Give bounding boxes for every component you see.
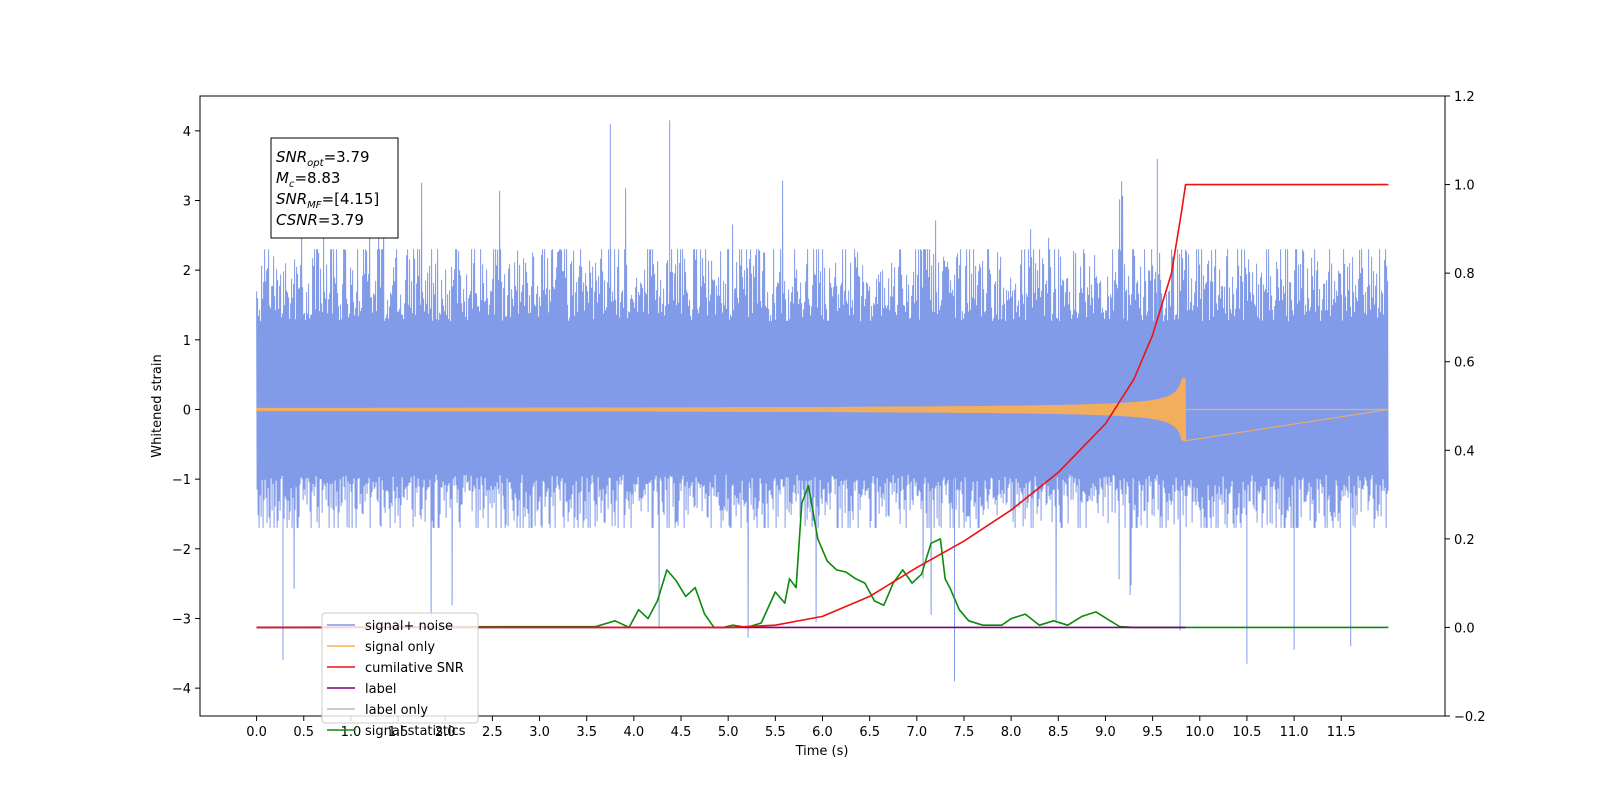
y2-tick-label: 0.8 <box>1454 267 1475 282</box>
y-tick-label: 1 <box>183 334 191 349</box>
x-tick-label: 5.5 <box>765 725 786 740</box>
x-tick-label: 10.5 <box>1232 725 1261 740</box>
stats-line: SNRMF=[4.15] <box>276 190 379 211</box>
x-tick-label: 4.5 <box>671 725 692 740</box>
x-tick-label: 1.0 <box>341 725 362 740</box>
x-tick-label: 3.5 <box>576 725 597 740</box>
y-tick-label: −3 <box>172 612 191 627</box>
x-tick-label: 6.0 <box>812 725 833 740</box>
series-signal-only-line <box>256 378 1389 442</box>
y-tick-label: 3 <box>183 194 191 209</box>
y-tick-label: 2 <box>183 264 191 279</box>
series-signal-statistics-line <box>256 484 1389 629</box>
stats-box-frame <box>270 137 399 239</box>
x-tick-label: 10.0 <box>1185 725 1214 740</box>
y-tick-label: 0 <box>183 403 191 418</box>
x-tick-label: 0.0 <box>246 725 267 740</box>
stats-line: Mc=8.83 <box>276 169 340 190</box>
y2-tick-label: −0.2 <box>1454 710 1486 725</box>
x-tick-label: 2.0 <box>435 725 456 740</box>
x-tick-label: 11.5 <box>1327 725 1356 740</box>
y-tick-label: 4 <box>183 125 191 140</box>
y-tick-label: −2 <box>172 543 191 558</box>
x-tick-label: 4.0 <box>624 725 645 740</box>
y2-tick-label: 0.0 <box>1454 621 1475 636</box>
x-tick-label: 0.5 <box>293 725 314 740</box>
x-tick-label: 8.5 <box>1048 725 1069 740</box>
y-tick-label: −4 <box>172 682 191 697</box>
x-tick-label: 9.0 <box>1095 725 1116 740</box>
y2-tick-label: 1.0 <box>1454 179 1475 194</box>
legend-frame <box>321 612 479 724</box>
legend-label: label <box>365 682 396 697</box>
x-tick-label: 5.0 <box>718 725 739 740</box>
stats-line: CSNR=3.79 <box>276 211 364 229</box>
x-tick-label: 9.5 <box>1142 725 1163 740</box>
legend-label: signal+ noise <box>365 619 453 634</box>
legend-label: label only <box>365 703 428 718</box>
y2-tick-label: 1.2 <box>1454 90 1475 105</box>
x-tick-label: 3.0 <box>529 725 550 740</box>
stats-line: SNRopt=3.79 <box>276 148 370 169</box>
y2-tick-label: 0.2 <box>1454 533 1475 548</box>
legend-label: signal only <box>365 640 435 655</box>
x-tick-label: 1.5 <box>388 725 409 740</box>
x-tick-label: 7.0 <box>906 725 927 740</box>
legend-label: cumilative SNR <box>365 661 464 676</box>
x-tick-label: 8.0 <box>1001 725 1022 740</box>
x-tick-label: 6.5 <box>859 725 880 740</box>
x-axis-label: Time (s) <box>795 744 849 759</box>
x-tick-label: 7.5 <box>954 725 975 740</box>
y2-tick-label: 0.4 <box>1454 444 1475 459</box>
x-tick-label: 11.0 <box>1280 725 1309 740</box>
y-tick-label: −1 <box>172 473 191 488</box>
series-signal-noise-line <box>256 120 1389 682</box>
legend: signal+ noise signal only cumilative SNR la… <box>321 612 479 739</box>
legend-label: signal statistics <box>365 724 466 739</box>
series-cumulative-snr-line <box>256 183 1389 629</box>
x-tick-label: 2.5 <box>482 725 503 740</box>
y2-tick-label: 0.6 <box>1454 356 1475 371</box>
y-axis-label: Whitened strain <box>150 354 165 457</box>
